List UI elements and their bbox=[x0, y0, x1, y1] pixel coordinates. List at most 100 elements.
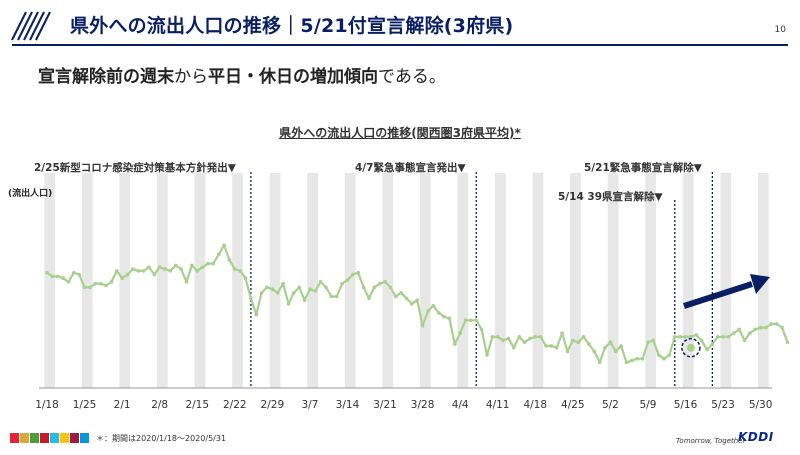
data-point bbox=[195, 269, 200, 273]
data-point bbox=[678, 334, 682, 339]
data-point bbox=[495, 334, 500, 339]
weekend-band bbox=[81, 173, 93, 388]
page-number: 10 bbox=[774, 25, 786, 35]
data-point bbox=[141, 269, 146, 273]
data-point bbox=[265, 285, 269, 290]
data-point bbox=[705, 347, 709, 352]
x-tick-label: 4/25 bbox=[561, 399, 585, 411]
data-point bbox=[243, 276, 248, 281]
data-point bbox=[436, 311, 441, 315]
data-point bbox=[522, 340, 527, 345]
data-point bbox=[613, 349, 618, 354]
data-point bbox=[506, 336, 511, 341]
data-point bbox=[131, 267, 135, 271]
data-point bbox=[753, 327, 758, 332]
data-point bbox=[758, 325, 763, 330]
data-point bbox=[216, 252, 221, 257]
data-point bbox=[190, 263, 194, 268]
highlight-point bbox=[686, 343, 695, 352]
data-point bbox=[560, 331, 564, 335]
data-point bbox=[517, 334, 521, 339]
x-tick-label: 1/18 bbox=[35, 399, 59, 411]
data-point bbox=[104, 283, 108, 288]
subtitle-emphasis-1: 宣言解除前の週末 bbox=[38, 67, 174, 87]
data-point bbox=[785, 340, 790, 345]
data-point bbox=[420, 323, 425, 328]
data-point bbox=[592, 349, 597, 354]
data-point bbox=[699, 338, 704, 343]
data-point bbox=[184, 280, 189, 284]
data-point bbox=[55, 274, 60, 279]
data-point bbox=[635, 356, 640, 361]
data-point bbox=[426, 309, 430, 313]
weekend-band bbox=[382, 173, 394, 388]
x-tick-label: 1/25 bbox=[73, 399, 97, 411]
data-point bbox=[383, 280, 387, 284]
data-point bbox=[88, 285, 92, 290]
data-point bbox=[565, 349, 570, 354]
y-axis-label: (流出人口) bbox=[8, 189, 53, 199]
data-point bbox=[415, 298, 420, 302]
data-point bbox=[479, 327, 484, 332]
data-point bbox=[656, 353, 661, 357]
data-point bbox=[533, 334, 538, 339]
data-point bbox=[528, 336, 532, 341]
data-point bbox=[597, 360, 602, 365]
weekend-band bbox=[645, 173, 657, 388]
x-tick-label: 4/4 bbox=[452, 399, 469, 411]
data-point bbox=[672, 334, 677, 339]
data-point bbox=[200, 265, 205, 270]
data-point bbox=[549, 344, 554, 348]
x-tick-label: 5/2 bbox=[602, 399, 619, 411]
data-point bbox=[512, 345, 516, 350]
event-label-2: 5/14 39県宣言解除▼ bbox=[558, 191, 663, 203]
data-point bbox=[297, 285, 301, 290]
data-point bbox=[249, 296, 253, 301]
data-point bbox=[662, 356, 666, 361]
data-point bbox=[222, 243, 226, 248]
data-point bbox=[152, 272, 157, 277]
data-point bbox=[302, 298, 307, 302]
data-point bbox=[485, 353, 489, 357]
weekend-band bbox=[269, 173, 281, 388]
data-point bbox=[694, 333, 699, 337]
data-point bbox=[726, 334, 731, 339]
data-point bbox=[732, 331, 736, 335]
company-logo: KDDI bbox=[738, 430, 774, 444]
data-point bbox=[774, 322, 779, 326]
x-tick-label: 5/30 bbox=[749, 399, 773, 411]
x-tick-label: 2/15 bbox=[185, 399, 209, 411]
data-point bbox=[77, 272, 81, 277]
subtitle-text-1: から bbox=[174, 67, 208, 87]
data-point bbox=[608, 340, 613, 345]
event-label-3: 5/21緊急事態宣言解除▼ bbox=[584, 162, 702, 174]
x-tick-label: 3/7 bbox=[301, 399, 318, 411]
data-point bbox=[474, 318, 479, 323]
data-point bbox=[399, 291, 403, 295]
data-point bbox=[61, 276, 65, 281]
data-point bbox=[340, 281, 344, 286]
data-point bbox=[329, 294, 334, 299]
data-point bbox=[313, 289, 318, 293]
data-point bbox=[98, 281, 103, 286]
data-point bbox=[619, 344, 623, 348]
data-point bbox=[82, 285, 87, 290]
slide-subtitle: 宣言解除前の週末から平日・休日の増加傾向である。 bbox=[38, 62, 446, 87]
data-point bbox=[168, 269, 173, 273]
data-point bbox=[254, 313, 259, 317]
data-point bbox=[442, 314, 446, 319]
data-point bbox=[351, 272, 355, 277]
data-point bbox=[173, 263, 178, 268]
x-tick-label: 2/1 bbox=[114, 399, 131, 411]
data-point bbox=[764, 325, 768, 330]
data-point bbox=[206, 261, 210, 266]
data-point bbox=[554, 345, 559, 350]
data-point bbox=[452, 342, 457, 346]
data-point bbox=[372, 285, 377, 290]
weekend-band bbox=[232, 173, 243, 388]
weekend-band bbox=[495, 173, 506, 388]
x-tick-label: 2/29 bbox=[261, 399, 285, 411]
data-point bbox=[356, 270, 361, 275]
data-point bbox=[281, 281, 285, 286]
